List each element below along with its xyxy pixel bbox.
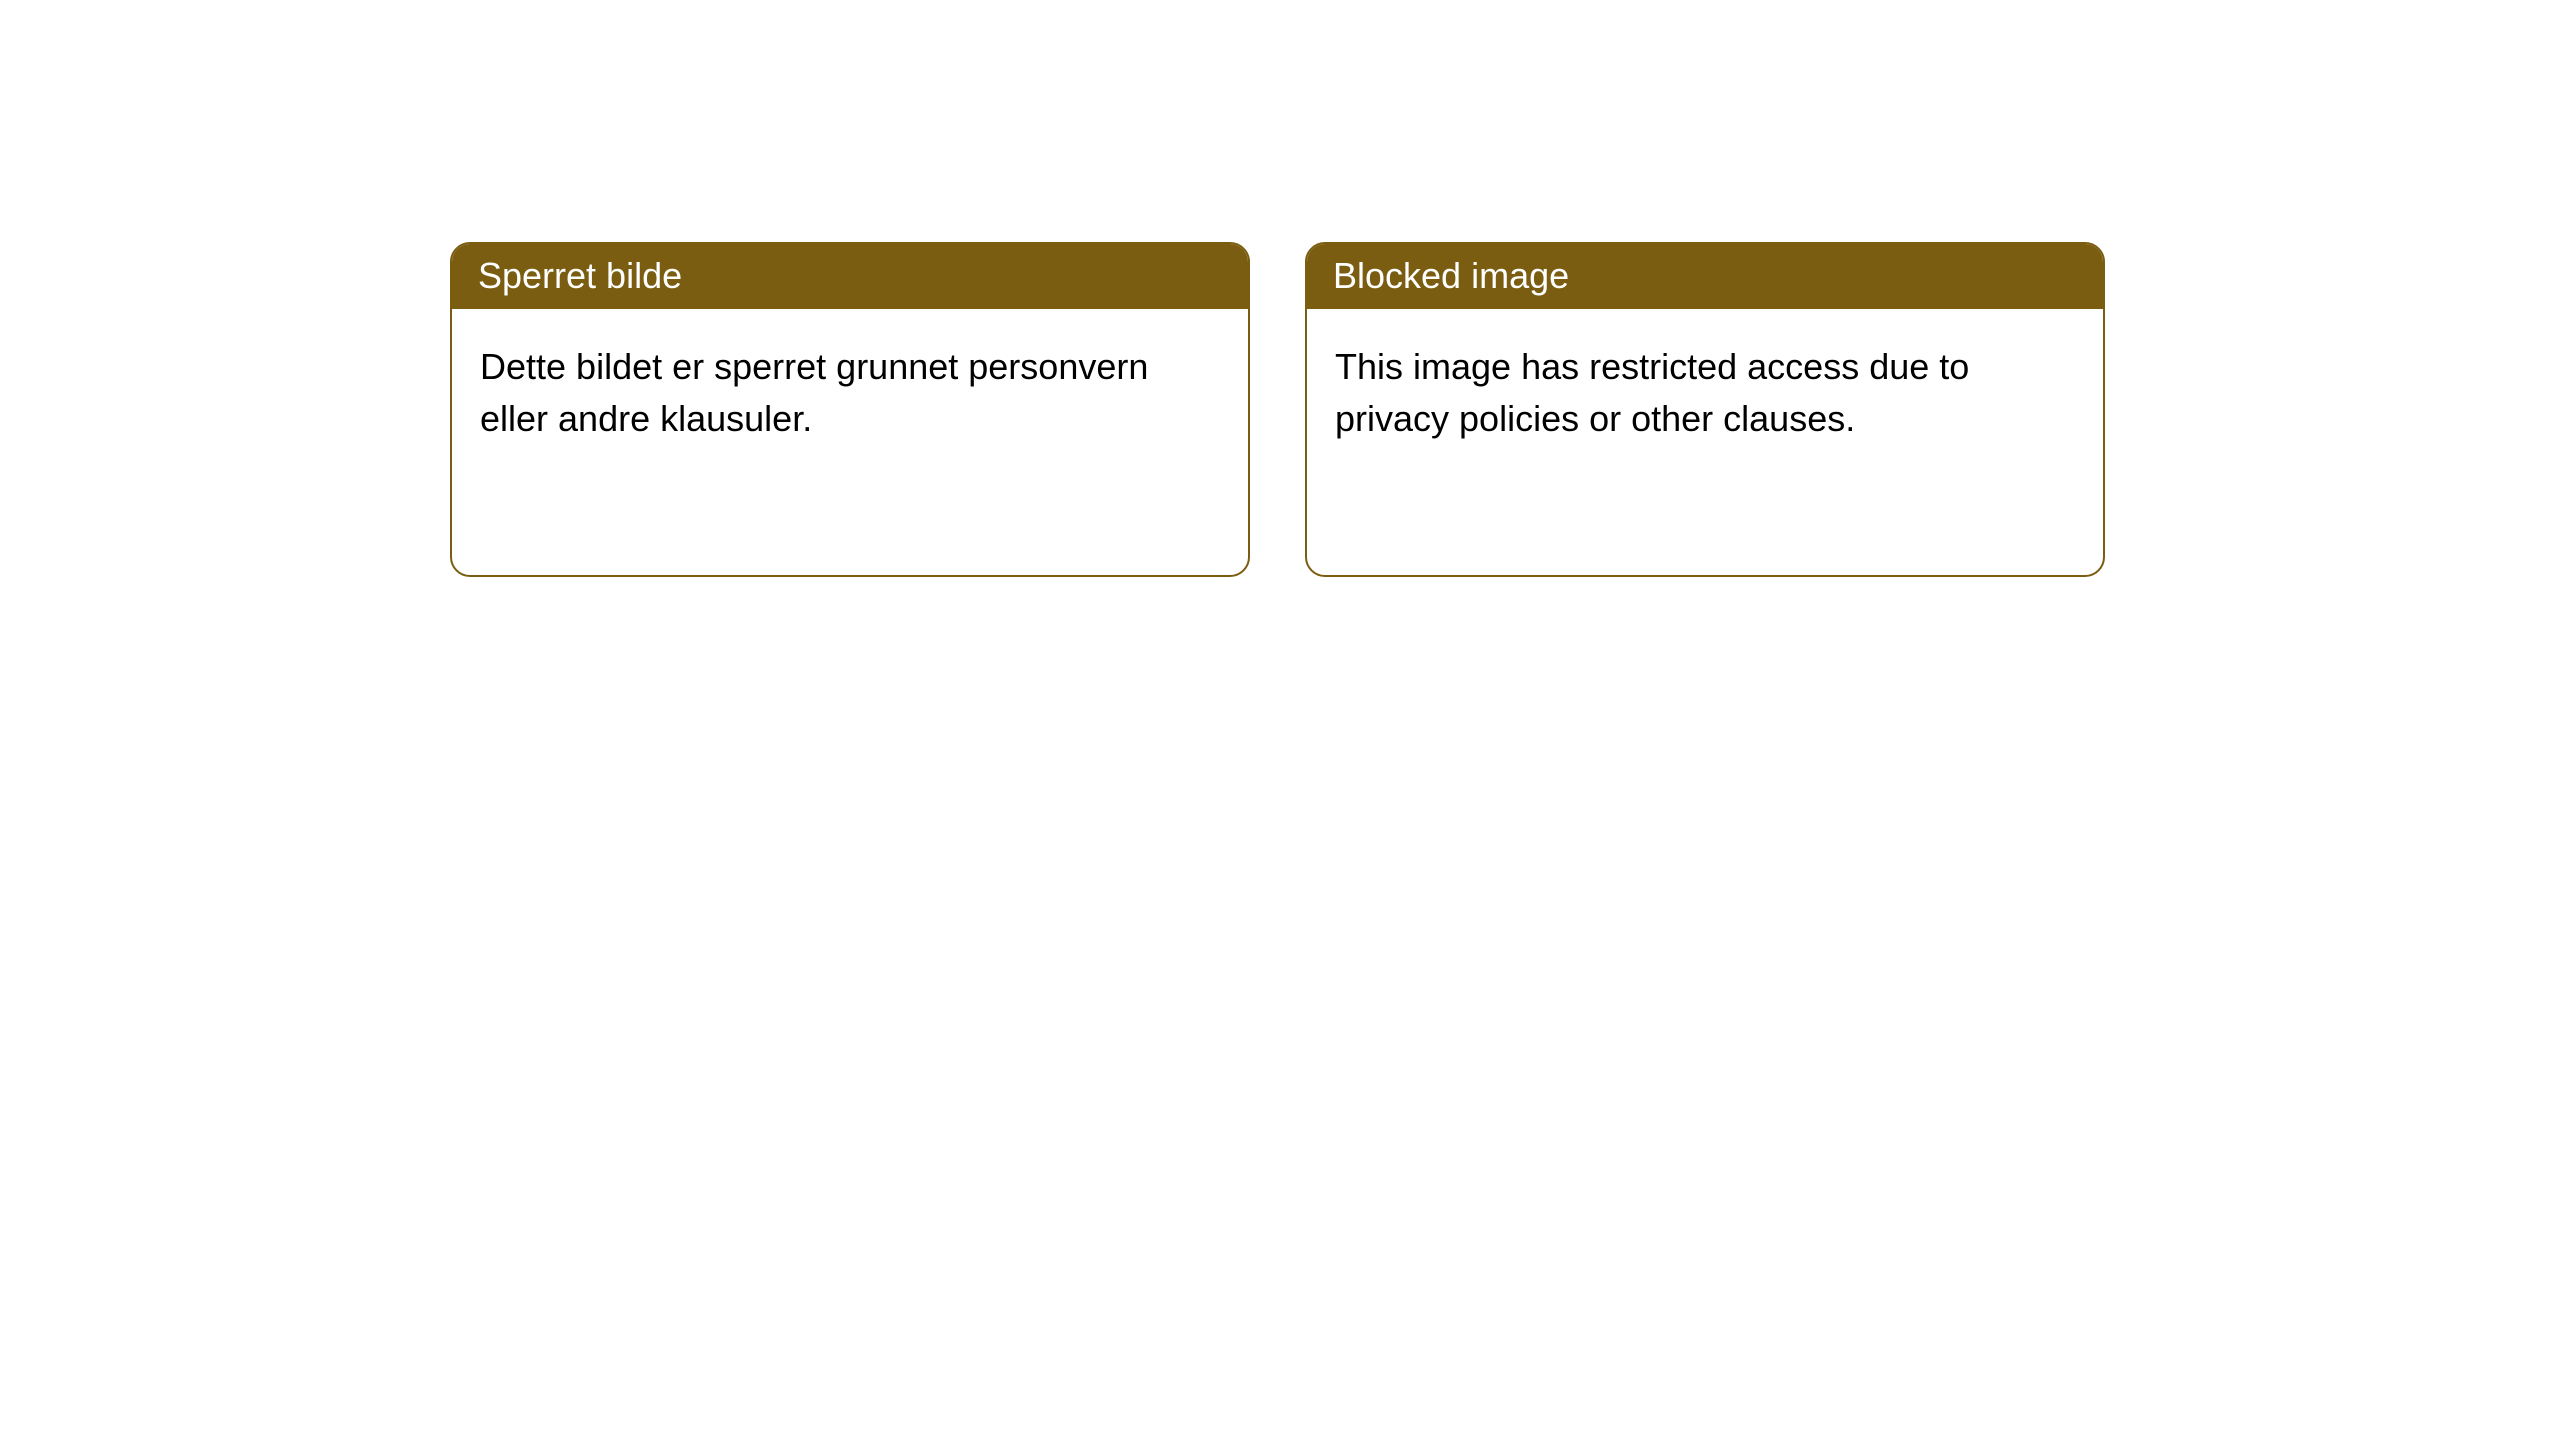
card-body-en: This image has restricted access due to … xyxy=(1307,309,2103,477)
card-container: Sperret bilde Dette bildet er sperret gr… xyxy=(0,0,2560,577)
card-title-en: Blocked image xyxy=(1307,244,2103,309)
blocked-image-card-no: Sperret bilde Dette bildet er sperret gr… xyxy=(450,242,1250,577)
blocked-image-card-en: Blocked image This image has restricted … xyxy=(1305,242,2105,577)
card-title-no: Sperret bilde xyxy=(452,244,1248,309)
card-body-no: Dette bildet er sperret grunnet personve… xyxy=(452,309,1248,477)
